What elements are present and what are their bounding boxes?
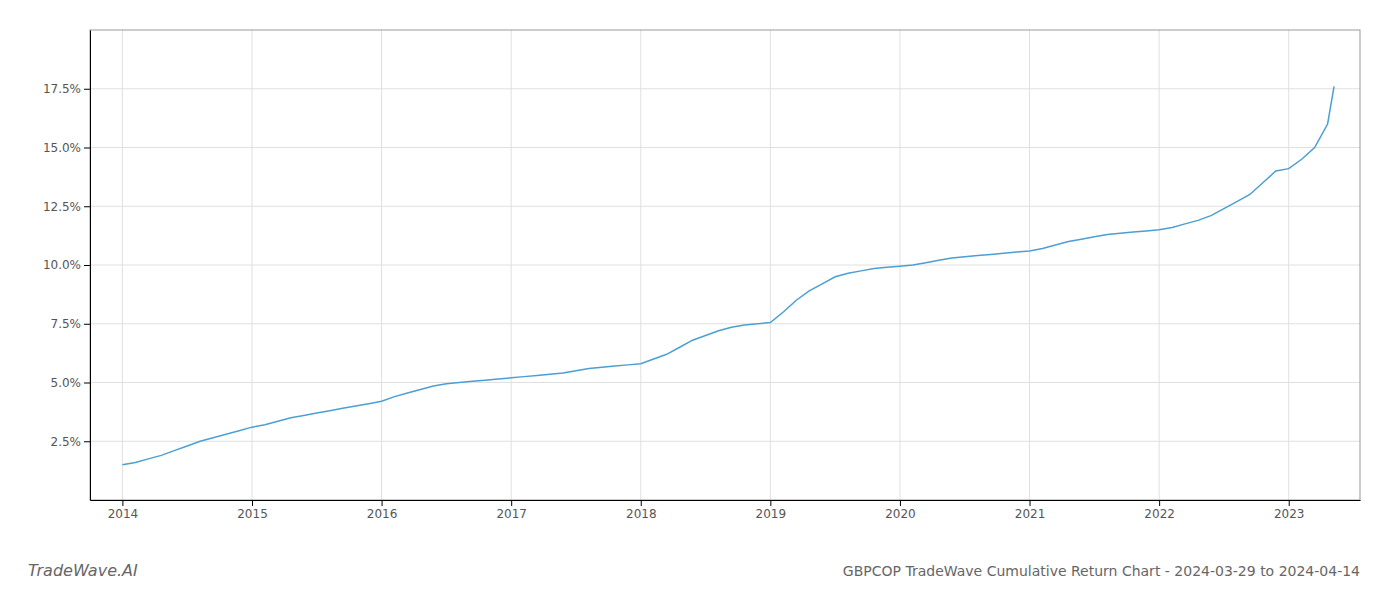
tick: 2022 [1144, 500, 1175, 521]
title: GBPCOP TradeWave Cumulative Return Chart… [843, 563, 1360, 579]
tick-label: 2022 [1144, 507, 1175, 521]
axis-line [90, 31, 91, 501]
grid-line [90, 147, 1360, 148]
tick-label: 5.0% [51, 376, 82, 390]
tick-mark [84, 265, 90, 266]
tick-label: 12.5% [43, 200, 81, 214]
grid-line [90, 441, 1360, 442]
tick-mark [770, 500, 771, 506]
tick: 17.5% [43, 82, 90, 96]
watermark: TradeWave.AI [28, 561, 138, 580]
tick-label: 2021 [1015, 507, 1046, 521]
tick-label: 2017 [496, 507, 527, 521]
tick: 2015 [237, 500, 268, 521]
tick-label: 2018 [626, 507, 657, 521]
grid-line [90, 323, 1360, 324]
tick: 15.0% [43, 141, 90, 155]
tick-label: 2014 [108, 507, 139, 521]
tick-mark [511, 500, 512, 506]
tick-mark [84, 324, 90, 325]
tick-mark [122, 500, 123, 506]
tick-label: 2015 [237, 507, 268, 521]
tick-mark [1159, 500, 1160, 506]
tick: 12.5% [43, 200, 90, 214]
tick: 7.5% [51, 317, 91, 331]
line [122, 86, 1334, 464]
tick-mark [900, 500, 901, 506]
y-axis: 2.5% 5.0% 7.5% 10.0% 12.5% 15.0% 17.5% [43, 31, 91, 501]
grid-line [90, 265, 1360, 266]
plot-area: 2014 2015 2016 2017 2018 2019 2020 2021 2022 2023… [43, 30, 1361, 521]
tick-label: 2020 [885, 507, 916, 521]
tick: 10.0% [43, 258, 90, 272]
grid-line [90, 88, 1360, 89]
plot-frame [90, 30, 1360, 500]
tick: 2018 [626, 500, 657, 521]
tick-label: 2023 [1274, 507, 1305, 521]
marks [122, 86, 1334, 464]
tick-mark [1289, 500, 1290, 506]
tick-label: 10.0% [43, 258, 81, 272]
axis-line [91, 500, 1361, 501]
tick-mark [84, 441, 90, 442]
tick: 2019 [756, 500, 787, 521]
tick-mark [84, 383, 90, 384]
tick-mark [1030, 500, 1031, 506]
tick-label: 2019 [756, 507, 787, 521]
tick-mark [641, 500, 642, 506]
x-axis: 2014 2015 2016 2017 2018 2019 2020 2021 2022 2023 [91, 500, 1361, 521]
chart: 2014 2015 2016 2017 2018 2019 2020 2021 2022 2023… [0, 0, 1400, 600]
tick-mark [252, 500, 253, 506]
tick-mark [382, 500, 383, 506]
tick: 2021 [1015, 500, 1046, 521]
tick: 5.0% [51, 376, 91, 390]
tick-mark [84, 89, 90, 90]
tick: 2.5% [51, 435, 91, 449]
tick-label: 2.5% [51, 435, 82, 449]
tick: 2020 [885, 500, 916, 521]
tick-label: 7.5% [51, 317, 82, 331]
tick-label: 17.5% [43, 82, 81, 96]
tick-mark [84, 206, 90, 207]
tick-label: 2016 [367, 507, 398, 521]
grid [90, 30, 1360, 500]
tick: 2016 [367, 500, 398, 521]
grid-line [90, 382, 1360, 383]
tick: 2017 [496, 500, 527, 521]
grid-line [90, 206, 1360, 207]
tick: 2014 [108, 500, 139, 521]
tick-mark [84, 148, 90, 149]
tick: 2023 [1274, 500, 1305, 521]
tick-label: 15.0% [43, 141, 81, 155]
